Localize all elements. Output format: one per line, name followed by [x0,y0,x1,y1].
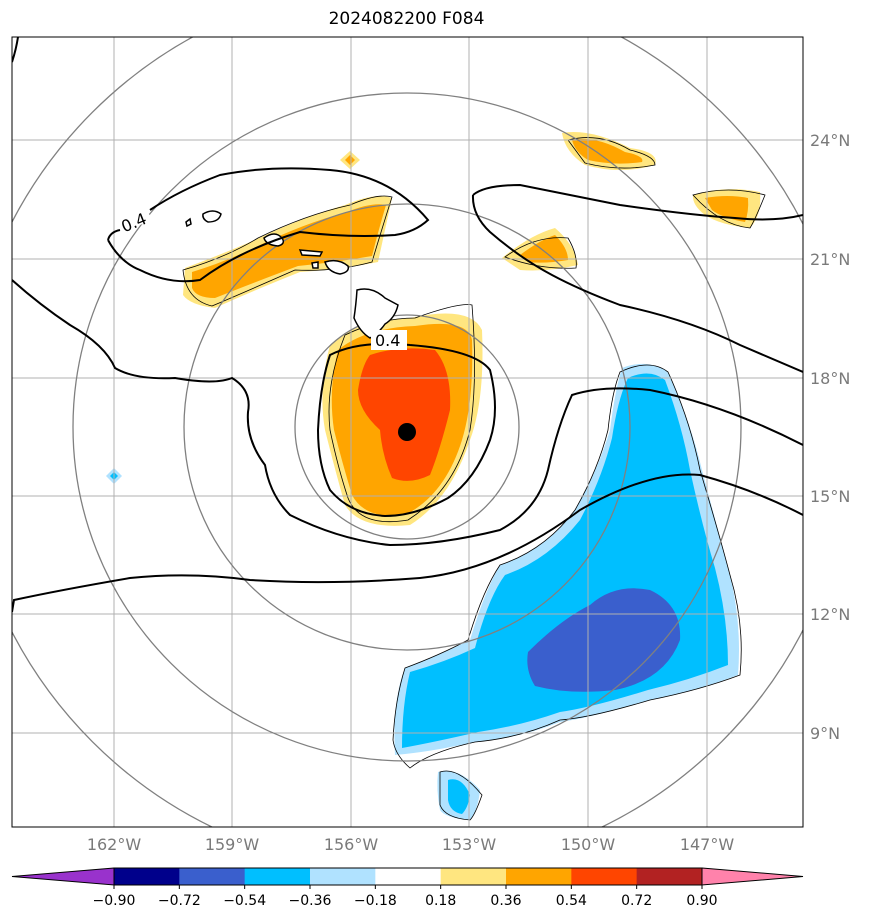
colorbar-bin [571,868,638,885]
lat-label: 21°N [810,250,850,269]
contours [12,37,803,613]
colorbar-tick-label: −0.72 [158,893,201,909]
gridlines [12,37,803,827]
positive-shading [183,132,761,526]
storm-center-marker [398,423,416,441]
map-title: 2024082200 F084 [328,9,485,29]
colorbar-bin [244,868,311,885]
lon-label: 159°W [205,835,260,854]
lon-labels: 162°W 159°W 156°W 153°W 150°W 147°W [87,835,735,854]
lat-label: 24°N [810,131,850,150]
colorbar: −0.90 −0.72 −0.54 −0.36 −0.18 0.18 0.36 0.54 0.7… [11,867,804,909]
colorbar-bin [440,868,507,885]
colorbar-outline [113,867,703,886]
colorbar-bin [636,868,703,885]
lon-label: 162°W [87,835,142,854]
colorbar-tick-label: 0.36 [490,893,521,909]
lat-labels: 24°N 21°N 18°N 15°N 12°N 9°N [810,131,850,743]
map-frame [11,36,804,828]
shading-outlines [182,137,766,821]
map-area: 0.4 0.4 [12,37,803,827]
colorbar-bin [114,868,180,885]
colorbar-tick-label: 0.54 [556,893,587,909]
colorbar-tick-label: −0.90 [93,893,136,909]
contour-label: 0.4 [375,331,400,350]
coastlines [185,210,399,339]
lon-label: 150°W [561,835,616,854]
range-rings [12,37,803,827]
colorbar-bin [506,868,572,885]
colorbar-extend-min [11,867,115,886]
lat-label: 15°N [810,487,850,506]
colorbar-tick-label: 0.18 [425,893,456,909]
colorbar-tick-label: −0.54 [223,893,266,909]
colorbar-tick-label: −0.36 [289,893,332,909]
lon-label: 147°W [680,835,735,854]
colorbar-bin [375,868,442,885]
colorbar-tick-label: 0.72 [621,893,652,909]
lon-label: 153°W [442,835,497,854]
colorbar-bin [179,868,246,885]
colorbar-tick-label: 0.90 [686,893,717,909]
lon-label: 156°W [324,835,379,854]
colorbar-bin [310,868,376,885]
colorbar-extend-max [701,867,804,886]
colorbar-tick-label: −0.18 [354,893,397,909]
lat-label: 9°N [810,724,840,743]
lat-label: 18°N [810,369,850,388]
lat-label: 12°N [810,605,850,624]
